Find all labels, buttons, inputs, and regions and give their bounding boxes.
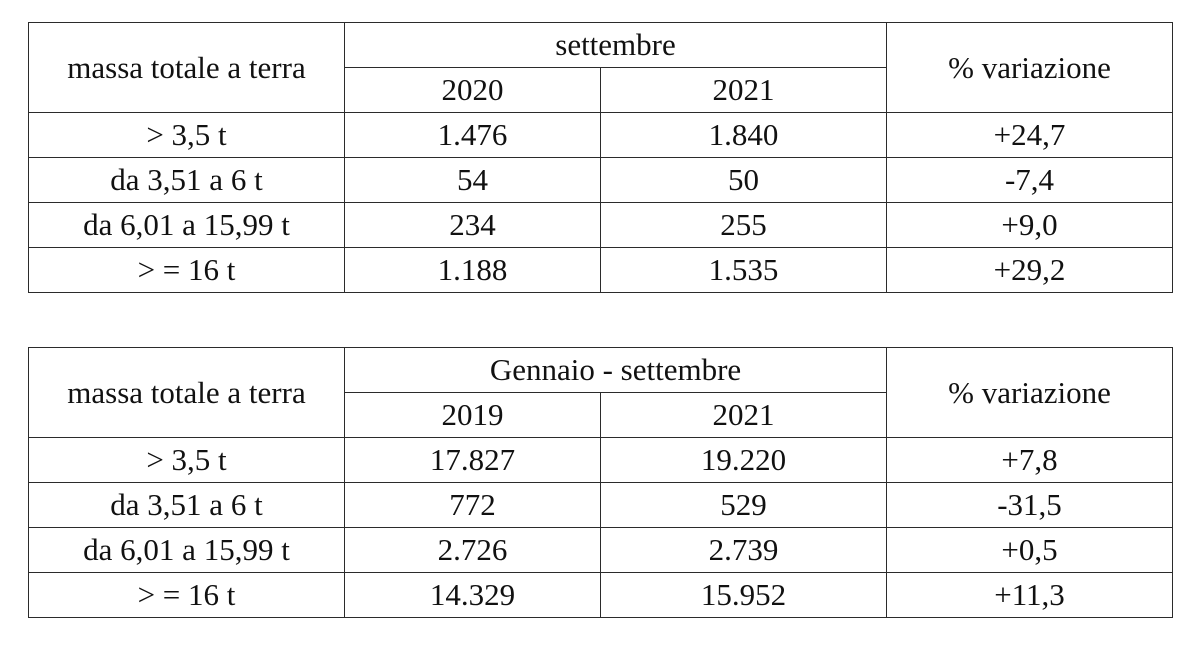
value-year-b: 2.739 [599,527,888,573]
value-year-b: 1.840 [599,112,888,158]
value-year-a: 1.188 [344,247,601,293]
row-label: > = 16 t [28,247,345,293]
registrations-table-september: massa totale a terra settembre % variazi… [28,22,1174,293]
table-row: > = 16 t 1.188 1.535 +29,2 [28,247,1174,293]
value-change: -31,5 [886,482,1174,528]
row-label: da 3,51 a 6 t [28,482,345,528]
value-change: +11,3 [886,572,1174,618]
value-year-a: 234 [344,202,601,248]
row-label: > = 16 t [28,572,345,618]
year-b-header: 2021 [599,67,888,113]
value-year-a: 17.827 [344,437,601,483]
year-a-header: 2020 [344,67,601,113]
table-row: > = 16 t 14.329 15.952 +11,3 [28,572,1174,618]
value-year-b: 19.220 [599,437,888,483]
value-year-a: 772 [344,482,601,528]
table-row: > 3,5 t 1.476 1.840 +24,7 [28,112,1174,158]
table-row: da 3,51 a 6 t 772 529 -31,5 [28,482,1174,528]
table-row: da 6,01 a 15,99 t 2.726 2.739 +0,5 [28,527,1174,573]
change-column-header: % variazione [886,22,1174,113]
value-year-a: 1.476 [344,112,601,158]
registrations-table-january-september: massa totale a terra Gennaio - settembre… [28,347,1174,618]
header-row: massa totale a terra settembre % variazi… [28,22,1174,113]
value-year-b: 15.952 [599,572,888,618]
value-year-b: 255 [599,202,888,248]
weight-column-header: massa totale a terra [28,22,345,113]
value-change: +9,0 [886,202,1174,248]
year-a-header: 2019 [344,392,601,438]
row-label: da 6,01 a 15,99 t [28,202,345,248]
change-column-header: % variazione [886,347,1174,438]
value-change: -7,4 [886,157,1174,203]
value-year-a: 2.726 [344,527,601,573]
table-row: da 6,01 a 15,99 t 234 255 +9,0 [28,202,1174,248]
table-row: > 3,5 t 17.827 19.220 +7,8 [28,437,1174,483]
value-year-a: 14.329 [344,572,601,618]
row-label: da 6,01 a 15,99 t [28,527,345,573]
value-year-b: 50 [599,157,888,203]
value-change: +0,5 [886,527,1174,573]
period-header: Gennaio - settembre [343,347,888,393]
row-label: > 3,5 t [28,112,345,158]
year-header-row: 2020 2021 [29,67,1173,113]
header-row: massa totale a terra Gennaio - settembre… [28,347,1174,438]
row-label: da 3,51 a 6 t [28,157,345,203]
value-change: +7,8 [886,437,1174,483]
value-year-b: 529 [599,482,888,528]
period-header: settembre [343,22,888,68]
value-change: +24,7 [886,112,1174,158]
table-row: da 3,51 a 6 t 54 50 -7,4 [28,157,1174,203]
value-change: +29,2 [886,247,1174,293]
row-label: > 3,5 t [28,437,345,483]
value-year-a: 54 [344,157,601,203]
value-year-b: 1.535 [599,247,888,293]
weight-column-header: massa totale a terra [28,347,345,438]
year-b-header: 2021 [599,392,888,438]
